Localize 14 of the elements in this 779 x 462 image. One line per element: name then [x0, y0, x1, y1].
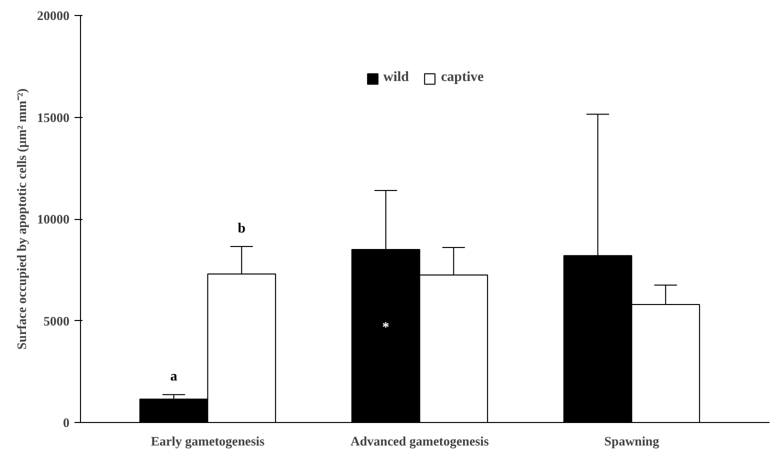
y-tick-label: 15000 — [37, 110, 70, 125]
legend-label: captive — [440, 70, 484, 86]
legend-label: wild — [383, 70, 409, 86]
x-tick-label: Spawning — [604, 434, 660, 448]
y-tick-label: 0 — [63, 415, 70, 430]
x-tick-label: Advanced gametogenesis — [350, 434, 489, 448]
y-axis-title: Surface occupied by apoptotic cells (µm² mm⁻²) — [14, 88, 29, 350]
y-tick-label: 20000 — [37, 8, 70, 23]
data-label: b — [238, 221, 246, 236]
x-tick-label: Early gametogenesis — [150, 434, 265, 448]
data-label: * — [382, 320, 390, 336]
y-tick-label: 10000 — [37, 212, 70, 226]
y-tick-label: 5000 — [44, 313, 70, 328]
data-label: a — [170, 370, 178, 385]
